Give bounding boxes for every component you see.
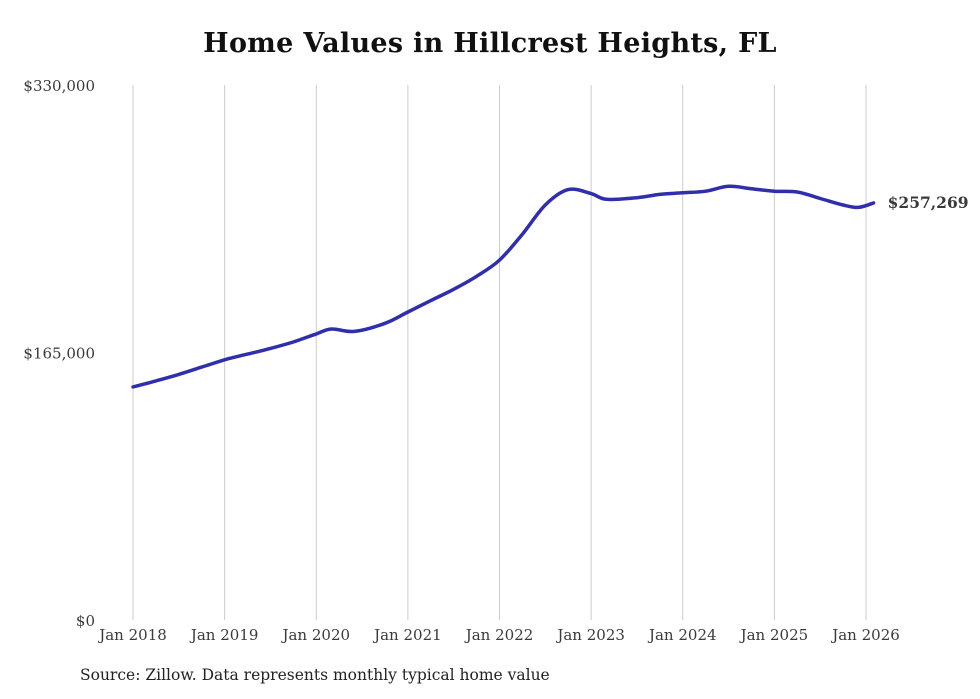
x-tick-label: Jan 2025	[739, 626, 809, 644]
y-axis-tick-labels: $330,000 $165,000 $0	[23, 77, 95, 630]
x-tick-label: Jan 2023	[555, 626, 625, 644]
x-axis-tick-labels: Jan 2018 Jan 2019 Jan 2020 Jan 2021 Jan 2022…	[97, 626, 900, 644]
x-tick-label: Jan 2021	[372, 626, 442, 644]
chart-title: Home Values in Hillcrest Heights, FL	[203, 28, 777, 59]
x-tick-label: Jan 2024	[647, 626, 717, 644]
end-value-label: $257,269	[888, 193, 969, 212]
x-tick-label: Jan 2022	[464, 626, 534, 644]
source-note: Source: Zillow. Data represents monthly …	[80, 666, 550, 684]
x-tick-label: Jan 2020	[280, 626, 350, 644]
home-value-series-line	[131, 184, 876, 389]
x-tick-label: Jan 2018	[97, 626, 167, 644]
x-tick-label: Jan 2026	[830, 626, 900, 644]
gridlines-group	[132, 85, 867, 620]
y-tick-label: $330,000	[23, 77, 95, 95]
y-tick-label: $165,000	[23, 345, 95, 363]
y-tick-label: $0	[76, 612, 95, 630]
x-tick-label: Jan 2019	[189, 626, 259, 644]
